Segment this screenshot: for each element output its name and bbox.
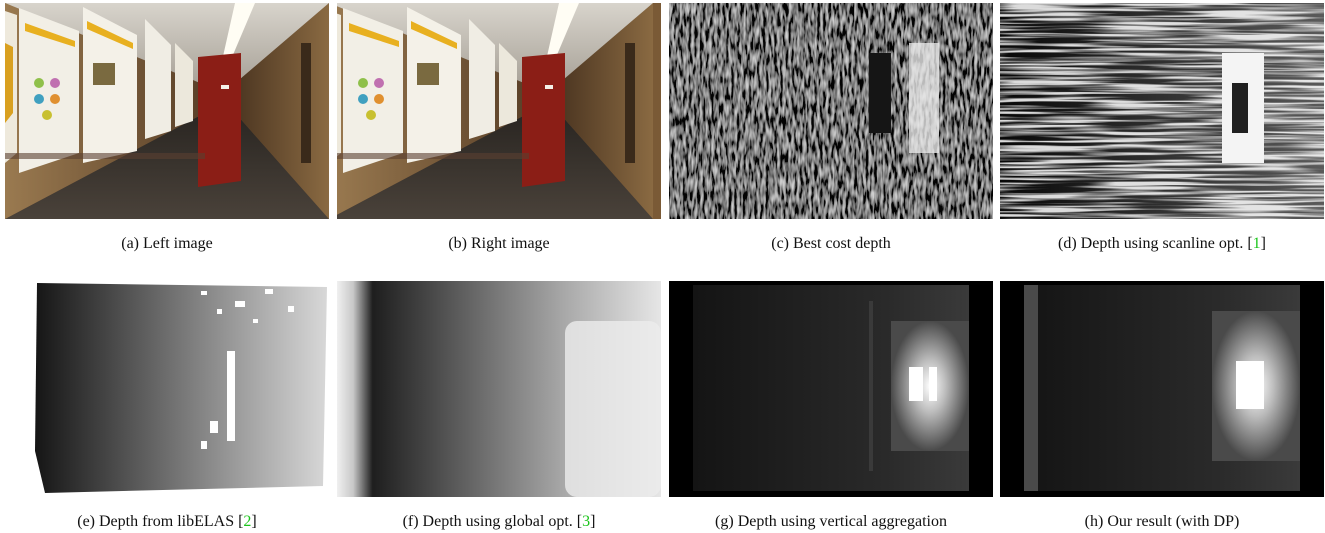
citation: 1: [1253, 235, 1261, 252]
panel: (d) Depth using scanline opt. [1]: [1000, 3, 1324, 219]
panel: (f) Depth using global opt. [3]: [337, 281, 661, 497]
panel: (g) Depth using vertical aggregation: [669, 281, 993, 497]
caption-text: (g): [715, 513, 734, 530]
caption-text: (b): [448, 235, 467, 252]
caption-text: (h): [1085, 513, 1104, 530]
caption-text: Depth using vertical aggregation: [738, 513, 947, 530]
caption-text: (a): [121, 235, 139, 252]
caption: (a) Left image: [0, 235, 349, 253]
panel: (c) Best cost depth: [669, 3, 993, 219]
caption: (h) Our result (with DP): [980, 513, 1325, 531]
global-opt-depth: [337, 281, 661, 497]
caption-text: (f): [403, 513, 419, 530]
panel: (b) Right image: [337, 3, 661, 219]
caption-text: Depth using global opt. [: [423, 513, 583, 530]
caption: (c) Best cost depth: [649, 235, 1013, 253]
best-cost-depth: [669, 3, 993, 219]
caption: (e) Depth from libELAS [2]: [0, 513, 349, 531]
caption-text: ]: [590, 513, 595, 530]
caption-text: Right image: [471, 235, 550, 252]
caption-text: Left image: [143, 235, 213, 252]
caption-text: (e): [77, 513, 95, 530]
scanline-depth: [1000, 3, 1324, 219]
left-image: [5, 3, 329, 219]
caption-text: Our result (with DP): [1107, 513, 1239, 530]
panel: (h) Our result (with DP): [1000, 281, 1324, 497]
caption-text: ]: [251, 513, 256, 530]
libelas-depth: [5, 281, 329, 497]
citation: 3: [582, 513, 590, 530]
caption-text: Best cost depth: [793, 235, 891, 252]
panel: (a) Left image: [5, 3, 329, 219]
caption: (f) Depth using global opt. [3]: [317, 513, 681, 531]
caption-text: (d): [1058, 235, 1077, 252]
figure-page: {"figure": {"panels": [ {"label": "(a)",…: [0, 0, 1325, 533]
right-image: [337, 3, 661, 219]
caption-text: (c): [771, 235, 789, 252]
caption: (d) Depth using scanline opt. [1]: [980, 235, 1325, 253]
our-result-depth: [1000, 281, 1324, 497]
vertical-aggregation-depth: [669, 281, 993, 497]
caption: (b) Right image: [317, 235, 681, 253]
panel: (e) Depth from libELAS [2]: [5, 281, 329, 497]
caption-text: Depth from libELAS [: [99, 513, 243, 530]
caption: (g) Depth using vertical aggregation: [649, 513, 1013, 531]
caption-text: ]: [1261, 235, 1266, 252]
caption-text: Depth using scanline opt. [: [1081, 235, 1253, 252]
